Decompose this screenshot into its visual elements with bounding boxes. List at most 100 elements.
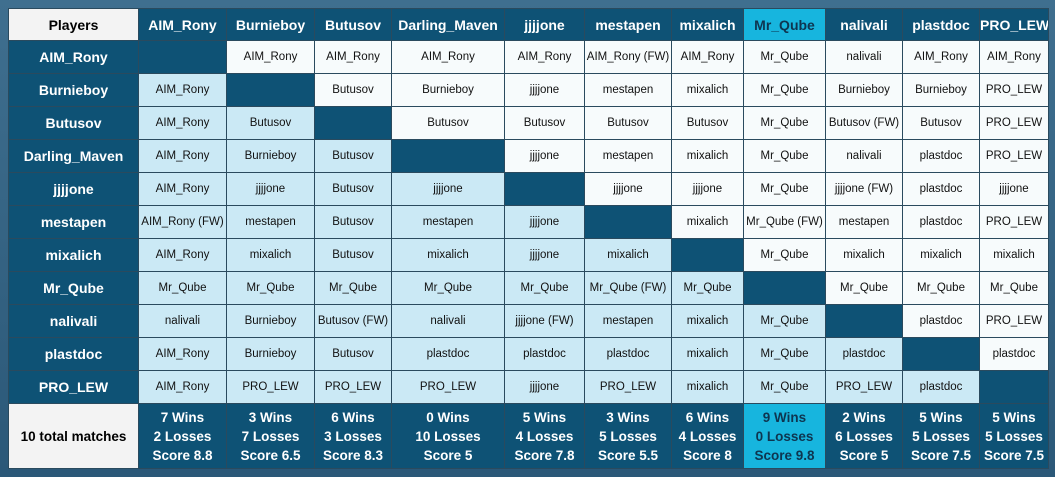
row-header: AIM_Rony <box>8 40 139 74</box>
table-row: jjjjone AIM_Rony jjjjone Butusov jjjjone jjjj… <box>8 172 1049 206</box>
diagonal-cell <box>671 238 744 272</box>
match-result-cell: Butusov <box>504 106 585 140</box>
stat-score: Score 7.8 <box>514 447 575 463</box>
match-result-cell: mestapen <box>584 139 672 173</box>
match-result-cell: plastdoc <box>391 337 505 371</box>
match-result-cell: jjjjone <box>504 205 585 239</box>
match-result-cell: plastdoc <box>979 337 1049 371</box>
stat-wins: 9 Wins <box>762 409 807 425</box>
match-result-cell: Mr_Qube <box>671 271 744 305</box>
total-matches-label: 10 total matches <box>8 403 139 469</box>
match-result-cell: Burnieboy <box>226 337 315 371</box>
row-header: Butusov <box>8 106 139 140</box>
match-result-cell: plastdoc <box>902 139 980 173</box>
column-header: Darling_Maven <box>391 8 505 41</box>
match-result-cell: mixalich <box>671 205 744 239</box>
match-result-cell: Mr_Qube (FW) <box>584 271 672 305</box>
match-result-cell: Mr_Qube <box>391 271 505 305</box>
row-header: plastdoc <box>8 337 139 371</box>
match-result-cell: PRO_LEW <box>979 106 1049 140</box>
match-result-cell: plastdoc <box>902 370 980 404</box>
match-result-cell: Burnieboy <box>226 139 315 173</box>
match-result-cell: Butusov (FW) <box>314 304 392 338</box>
player-stats-cell: 5 Wins 5 Losses Score 7.5 <box>979 403 1049 469</box>
match-result-cell: mixalich <box>584 238 672 272</box>
match-result-cell: plastdoc <box>584 337 672 371</box>
stat-wins: 5 Wins <box>992 409 1036 425</box>
match-result-cell: plastdoc <box>825 337 903 371</box>
match-result-cell: mixalich <box>671 304 744 338</box>
stat-losses: 5 Losses <box>912 428 970 444</box>
column-header: Mr_Qube <box>743 8 826 41</box>
match-result-cell: Mr_Qube <box>314 271 392 305</box>
row-header: PRO_LEW <box>8 370 139 404</box>
row-header: Darling_Maven <box>8 139 139 173</box>
match-result-cell: PRO_LEW <box>979 139 1049 173</box>
match-result-cell: AIM_Rony (FW) <box>138 205 227 239</box>
match-result-cell: jjjjone <box>391 172 505 206</box>
match-result-cell: plastdoc <box>902 172 980 206</box>
table-row: Burnieboy AIM_Rony Butusov Burnieboy jjjjone… <box>8 73 1049 107</box>
match-result-cell: Mr_Qube <box>743 40 826 74</box>
stat-score: Score 8.3 <box>322 447 384 463</box>
match-result-cell: AIM_Rony <box>504 40 585 74</box>
match-result-cell: Butusov <box>584 106 672 140</box>
match-result-cell: jjjjone <box>584 172 672 206</box>
match-result-cell: Mr_Qube <box>743 370 826 404</box>
match-result-cell: Mr_Qube <box>226 271 315 305</box>
row-header: Burnieboy <box>8 73 139 107</box>
match-result-cell: mestapen <box>825 205 903 239</box>
match-result-cell: AIM_Rony <box>138 139 227 173</box>
row-header: nalivali <box>8 304 139 338</box>
match-result-cell: PRO_LEW <box>391 370 505 404</box>
match-result-cell: mixalich <box>671 73 744 107</box>
table-row: plastdoc AIM_Rony Burnieboy Butusov plastdoc… <box>8 337 1049 371</box>
column-header: Butusov <box>314 8 392 41</box>
match-result-cell: mixalich <box>226 238 315 272</box>
match-result-cell: jjjjone <box>671 172 744 206</box>
match-result-cell: Mr_Qube <box>979 271 1049 305</box>
player-stats-cell: 0 Wins 10 Losses Score 5 <box>391 403 505 469</box>
stat-score: Score 5 <box>423 447 473 463</box>
match-result-cell: jjjjone (FW) <box>504 304 585 338</box>
table-row: Mr_Qube Mr_Qube Mr_Qube Mr_Qube Mr_Qube Mr_Qu… <box>8 271 1049 305</box>
match-result-cell: AIM_Rony <box>138 370 227 404</box>
diagonal-cell <box>226 73 315 107</box>
match-result-cell: Butusov <box>314 337 392 371</box>
match-result-cell: mixalich <box>902 238 980 272</box>
match-result-cell: mixalich <box>979 238 1049 272</box>
stat-wins: 0 Wins <box>426 409 470 425</box>
diagonal-cell <box>391 139 505 173</box>
match-result-cell: Butusov <box>314 238 392 272</box>
diagonal-cell <box>825 304 903 338</box>
match-result-cell: Mr_Qube <box>743 106 826 140</box>
match-result-cell: PRO_LEW <box>825 370 903 404</box>
table-body: AIM_Rony AIM_Rony AIM_Rony AIM_Rony AIM_Rony… <box>8 40 1049 404</box>
column-header: Burnieboy <box>226 8 315 41</box>
match-result-cell: Butusov (FW) <box>825 106 903 140</box>
match-result-cell: AIM_Rony <box>138 106 227 140</box>
row-header: Mr_Qube <box>8 271 139 305</box>
stat-losses: 4 Losses <box>678 428 737 444</box>
match-result-cell: jjjjone <box>504 238 585 272</box>
player-stats-cell: 6 Wins 4 Losses Score 8 <box>671 403 744 469</box>
table-row: nalivali nalivali Burnieboy Butusov (FW) nal… <box>8 304 1049 338</box>
diagonal-cell <box>584 205 672 239</box>
diagonal-cell <box>902 337 980 371</box>
player-stats-cell: 7 Wins 2 Losses Score 8.8 <box>138 403 227 469</box>
stat-wins: 7 Wins <box>160 409 205 425</box>
match-result-cell: Burnieboy <box>226 304 315 338</box>
player-stats-cell: 9 Wins 0 Losses Score 9.8 <box>743 403 826 469</box>
column-header: plastdoc <box>902 8 980 41</box>
header-row: Players AIM_Rony Burnieboy Butusov Darling_… <box>8 8 1049 41</box>
match-result-cell: Mr_Qube <box>743 304 826 338</box>
match-result-cell: Mr_Qube <box>138 271 227 305</box>
match-result-cell: plastdoc <box>902 205 980 239</box>
stat-wins: 5 Wins <box>919 409 963 425</box>
row-header: mestapen <box>8 205 139 239</box>
match-result-cell: AIM_Rony <box>979 40 1049 74</box>
stat-losses: 10 Losses <box>415 428 481 444</box>
stat-losses: 5 Losses <box>985 428 1043 444</box>
match-result-cell: PRO_LEW <box>226 370 315 404</box>
match-result-cell: Mr_Qube (FW) <box>743 205 826 239</box>
